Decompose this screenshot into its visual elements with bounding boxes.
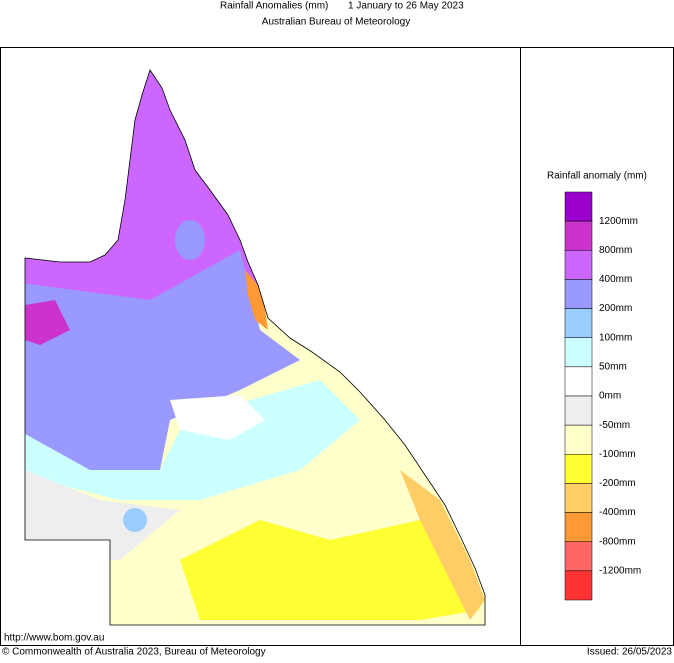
agency: Australian Bureau of Meteorology [262, 17, 410, 28]
legend-swatch [564, 512, 593, 542]
legend-label: -400mm [599, 507, 636, 518]
legend-swatch [564, 541, 593, 572]
legend-swatch [564, 308, 593, 338]
legend-label: -1200mm [599, 565, 641, 576]
legend-swatch [564, 220, 593, 251]
url: http://www.bom.gov.au [4, 633, 104, 644]
legend-label: 100mm [599, 332, 632, 343]
legend-label: 800mm [599, 245, 632, 256]
legend-swatch [564, 337, 593, 368]
legend-label: -100mm [599, 449, 636, 460]
legend-label: -200mm [599, 478, 636, 489]
legend-swatch [564, 570, 593, 601]
legend-swatch [564, 191, 593, 222]
legend-title: Rainfall anomaly (mm) [547, 171, 647, 182]
title: Rainfall Anomalies (mm) [220, 1, 328, 12]
legend-label: 400mm [599, 274, 632, 285]
legend-swatch [564, 395, 593, 426]
legend-swatch [564, 366, 593, 397]
legend-swatch [564, 279, 593, 309]
period: 1 January to 26 May 2023 [348, 1, 464, 12]
state-outline [24, 69, 486, 626]
legend-label: -50mm [599, 420, 630, 431]
legend-label: 0mm [599, 391, 621, 402]
legend-swatch [564, 483, 593, 513]
legend-label: 1200mm [599, 216, 638, 227]
legend-label: 50mm [599, 361, 627, 372]
anomaly-map [25, 70, 485, 625]
copyright: © Commonwealth of Australia 2023, Bureau… [2, 647, 266, 658]
legend-label: 200mm [599, 303, 632, 314]
issued: Issued: 26/05/2023 [587, 647, 673, 658]
legend-swatch [564, 250, 593, 280]
legend: 1200mm 800mm 400mm 200mm 100mm 50mm 0mm -50mm -1… [564, 191, 641, 601]
legend-label: -800mm [599, 536, 636, 547]
legend-swatch [564, 454, 593, 484]
legend-swatch [564, 424, 593, 455]
